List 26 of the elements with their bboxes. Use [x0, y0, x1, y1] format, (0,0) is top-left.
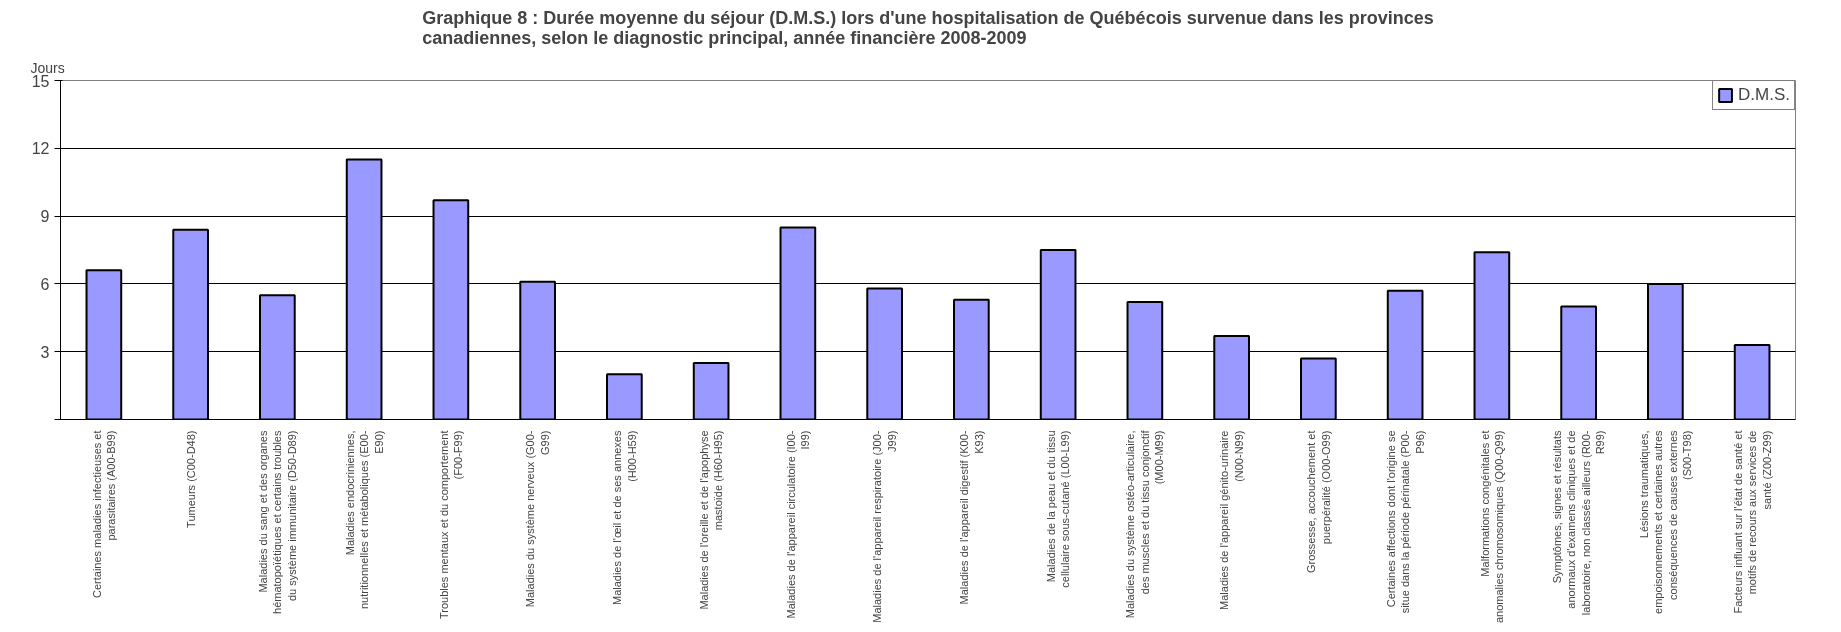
x-tick-label: Lésions traumatiques, empoisonnements et certaines autres conséquences de causes externes (S00-T98): [1637, 430, 1693, 614]
x-tick-label: Maladies de l'appareil respiratoire (J00- J99): [871, 430, 898, 623]
x-tick-label: Facteurs influant sur l'état de santé et motifs de recours aux services de santé (Z00-Z99): [1731, 430, 1773, 614]
x-tick-label: Maladies endocriniennes, nutritionnelles et métaboliques (E00- E90): [343, 430, 385, 610]
x-tick-label: Grossesse, accouchement et puerpéralité (O00-O99): [1305, 430, 1332, 573]
x-tick-label: Maladies de l'appareil digestif (K00- K93): [958, 430, 985, 605]
x-tick-label: Certaines maladies infectieuses et parasitaires (A00-B99): [90, 430, 118, 599]
x-tick-label: Maladies du système nerveux (G00- G99): [524, 430, 551, 608]
chart-title: Graphique 8 : Durée moyenne du séjour (D.M.S.) lors d'une hospitalisation de Québécois survenue dans les provinces canadiennes, selon le diagnostic principal, année financière 2008-2009: [422, 7, 1434, 48]
x-tick-label: Maladies du système ostéo-articulaire, des muscles et du tissu conjonctif (M00-M99): [1124, 429, 1166, 619]
x-tick-label: Symptômes, signes et résultats anormaux d'examens cliniques et de laboratoire, non classés ailleurs (R00- R99): [1551, 430, 1607, 616]
x-tick-label: Tumeurs (C00-D48): [184, 430, 197, 528]
x-tick-label: Maladies de l'appareil circulatoire (I00- I99): [784, 430, 812, 619]
x-tick-label: Maladies de la peau et du tissu cellulaire sous-cutané (L00-L99): [1044, 430, 1072, 588]
x-tick-label: Maladies du sang et des organes hématopoïétiques et certains troubles du système immunitaire (D50-D89): [256, 430, 298, 614]
x-tick-label: Maladies de l'œil et de ses annexes (H00-H59): [611, 430, 638, 606]
x-tick-label: Malformations congénitales et anomalies chromosomiques (Q00-Q99): [1478, 430, 1506, 624]
y-tick-label: 12: [31, 140, 50, 158]
legend-label: D.M.S.: [1738, 85, 1790, 105]
y-tick-label: 6: [40, 275, 50, 293]
x-tick-label: Certaines affections dont l'origine se situe dans la période périnatale (P00- P96): [1384, 430, 1426, 614]
x-tick-label: Maladies de l'oreille et de l'apophyse mastoïde (H60-H95): [697, 430, 725, 610]
y-tick-label: 3: [40, 343, 50, 361]
x-tick-label: Maladies de l'appareil génito-urinaire (N00-N99): [1218, 430, 1245, 610]
y-tick-label: 9: [40, 208, 50, 226]
x-tick-label: Troubles mentaux et du comportement (F00-F99): [437, 430, 465, 620]
